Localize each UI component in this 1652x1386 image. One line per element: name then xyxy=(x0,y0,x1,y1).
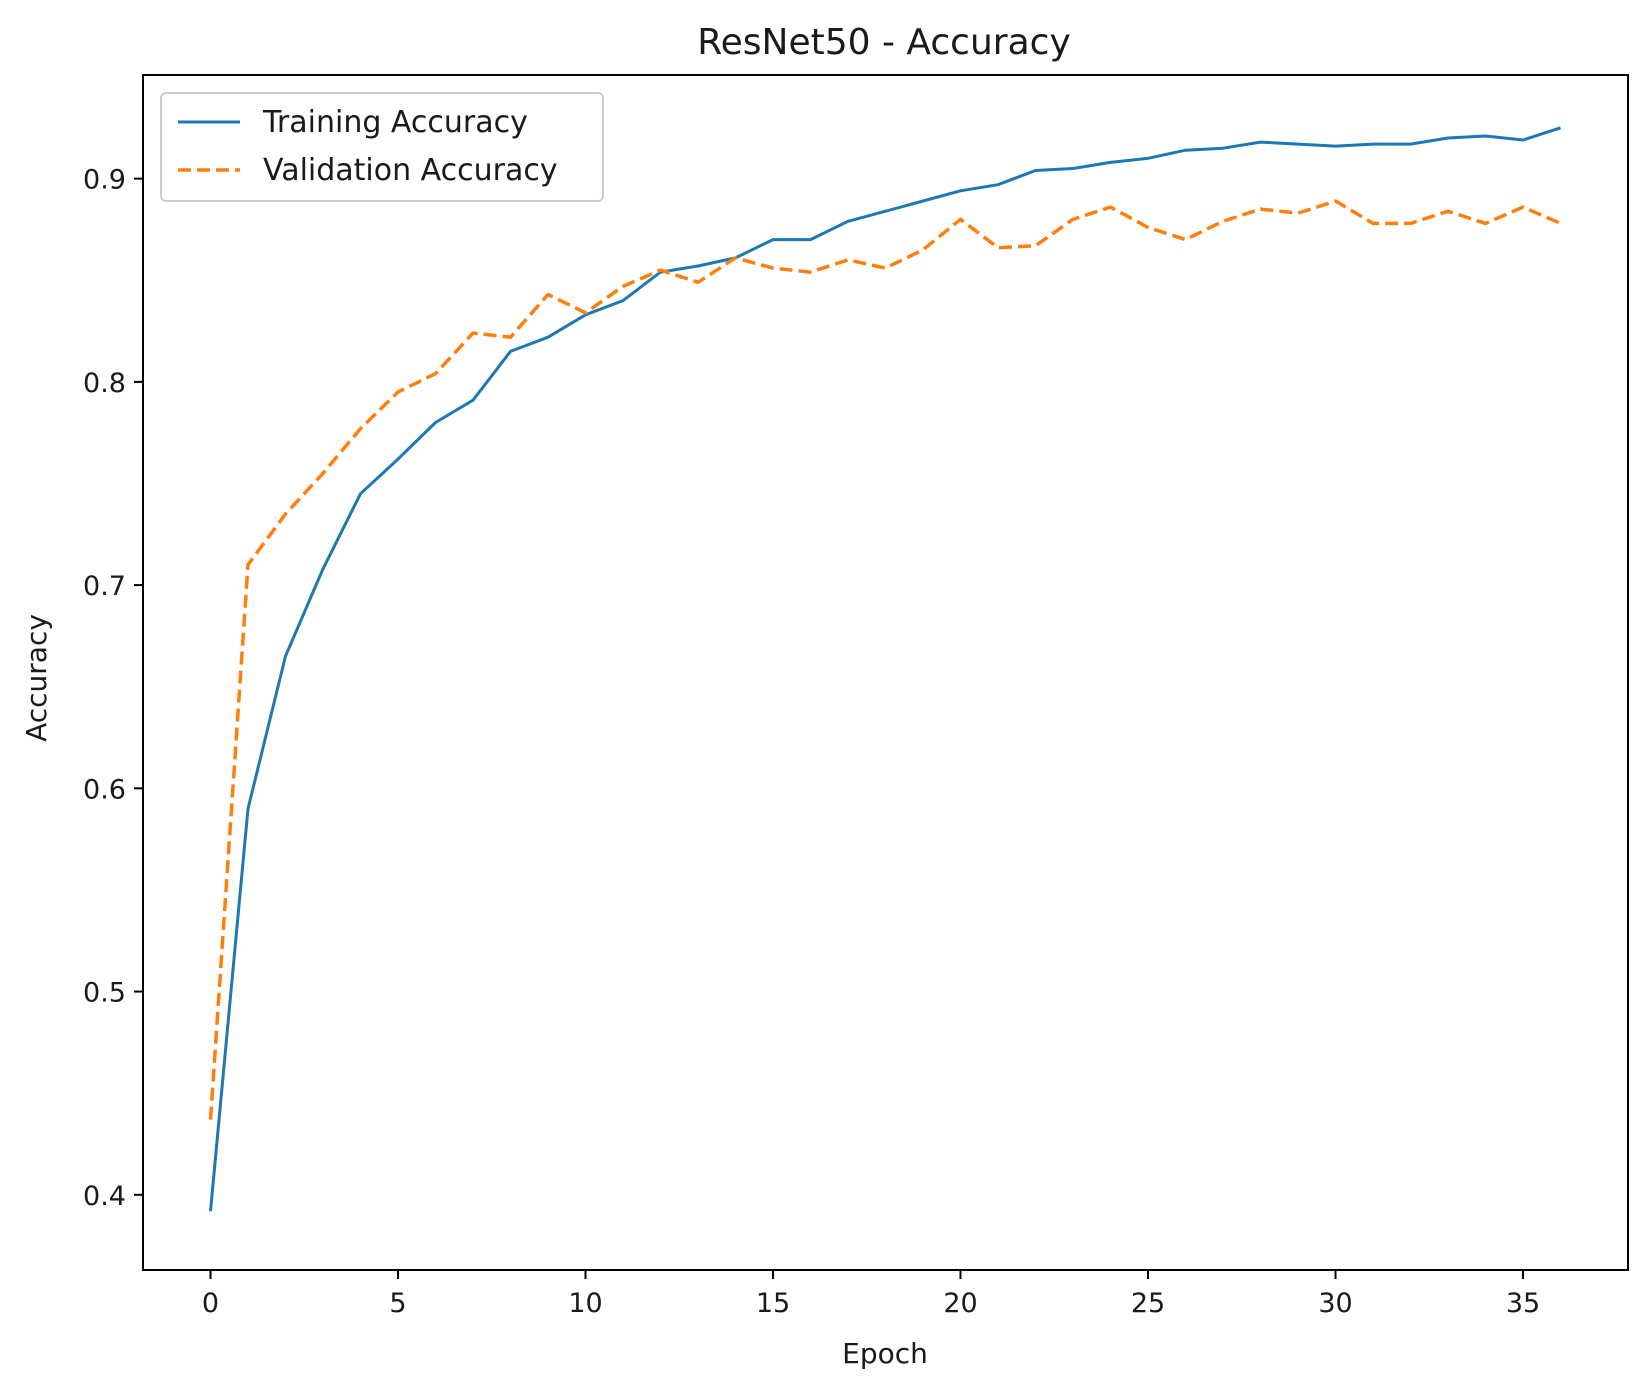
y-tick-label: 0.4 xyxy=(83,1181,126,1212)
x-tick-label: 20 xyxy=(943,1288,977,1319)
x-tick-label: 35 xyxy=(1506,1288,1540,1319)
series-line-training xyxy=(209,126,1561,1212)
y-axis-title: Accuracy xyxy=(20,614,53,742)
chart-title: ResNet50 - Accuracy xyxy=(697,22,1071,63)
plot-frame xyxy=(142,74,1629,1271)
legend-box xyxy=(160,92,604,202)
legend-label-training: Training Accuracy xyxy=(262,105,528,140)
x-tick-label: 15 xyxy=(756,1288,790,1319)
x-tick-label: 30 xyxy=(1318,1288,1352,1319)
x-axis-ticks: 0 5 10 15 20 25 30 35 xyxy=(202,1270,1540,1319)
y-tick-label: 0.9 xyxy=(83,165,126,196)
x-tick-label: 0 xyxy=(202,1288,219,1319)
series-line-validation xyxy=(208,199,1562,1120)
x-tick-label: 5 xyxy=(389,1288,406,1319)
y-axis-ticks: 0.4 0.5 0.6 0.7 0.8 0.9 xyxy=(83,165,143,1212)
x-tick-label: 10 xyxy=(568,1288,602,1319)
x-axis-title: Epoch xyxy=(842,1337,928,1370)
legend-label-validation: Validation Accuracy xyxy=(263,153,558,188)
y-tick-label: 0.6 xyxy=(83,774,126,805)
y-tick-label: 0.7 xyxy=(83,571,126,602)
series-layer xyxy=(208,126,1562,1212)
legend: Training Accuracy Validation Accuracy xyxy=(160,92,604,202)
y-tick-label: 0.5 xyxy=(83,978,126,1009)
x-tick-label: 25 xyxy=(1131,1288,1165,1319)
y-tick-label: 0.8 xyxy=(83,368,126,399)
